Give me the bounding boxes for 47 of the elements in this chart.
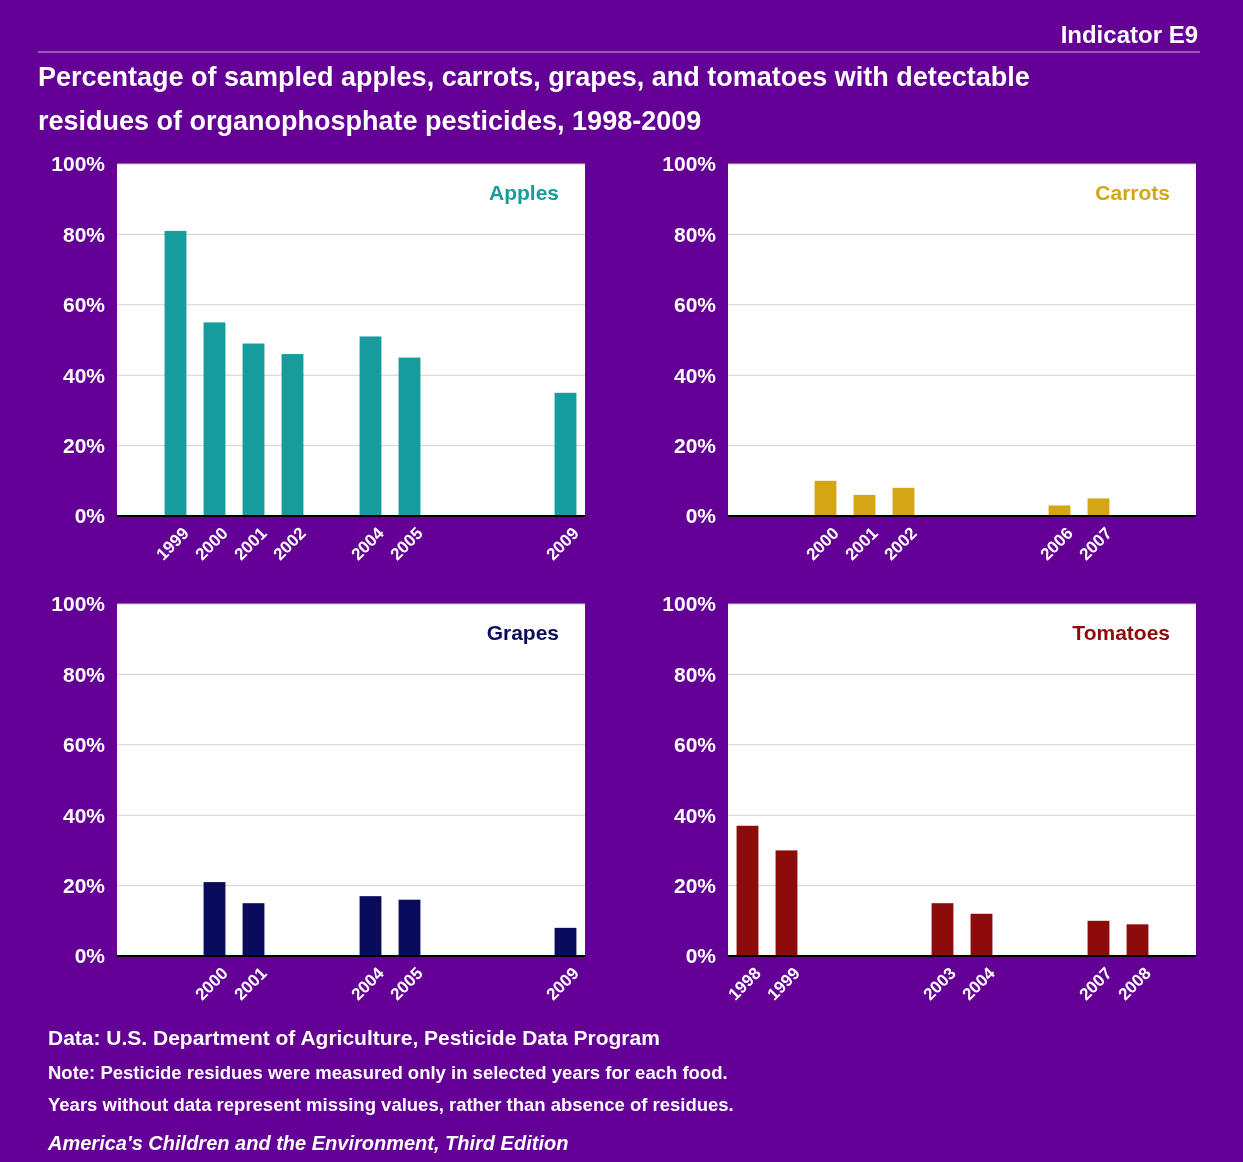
y-tick-label: 60% xyxy=(62,293,106,317)
y-tick-label: 20% xyxy=(673,873,717,897)
text: Indicator E9 xyxy=(1060,21,1198,48)
bar xyxy=(242,343,265,516)
y-tick-label: 80% xyxy=(673,662,717,686)
y-tick-label: 100% xyxy=(51,152,106,176)
bar xyxy=(203,322,226,516)
bar xyxy=(931,903,954,956)
y-tick-label: 40% xyxy=(673,363,717,387)
bar xyxy=(736,825,759,956)
y-tick-label: 0% xyxy=(685,944,717,968)
text: Note: Pesticide residues were measured only in selected years for each food. xyxy=(48,1062,728,1083)
bar xyxy=(281,354,304,516)
bar xyxy=(359,336,382,516)
text: Carrots xyxy=(1095,181,1170,204)
y-tick-label: 40% xyxy=(62,803,106,827)
y-tick-label: 20% xyxy=(62,873,106,897)
y-tick-label: 20% xyxy=(62,433,106,457)
y-tick-label: 40% xyxy=(673,803,717,827)
y-tick-label: 0% xyxy=(685,504,717,528)
text: Grapes xyxy=(486,621,559,644)
bar xyxy=(1126,924,1149,956)
y-tick-label: 0% xyxy=(74,504,106,528)
y-tick-label: 80% xyxy=(673,222,717,246)
y-tick-label: 60% xyxy=(62,733,106,757)
y-tick-label: 60% xyxy=(673,733,717,757)
text: Apples xyxy=(488,181,559,204)
chart-title: Percentage of sampled apples, carrots, grapes, and tomatoes with detectable residues of organophosphate pesticides, 1998-2009 xyxy=(38,62,1030,136)
bar xyxy=(775,850,798,956)
text: Years without data represent missing values, rather than absence of residues. xyxy=(48,1094,734,1115)
y-tick-label: 100% xyxy=(662,592,717,616)
bar xyxy=(1087,920,1110,956)
y-tick-label: 60% xyxy=(673,293,717,317)
text: America's Children and the Environment, Third Edition xyxy=(47,1132,569,1154)
bar xyxy=(164,230,187,516)
y-tick-label: 20% xyxy=(673,433,717,457)
y-tick-label: 100% xyxy=(51,592,106,616)
bar xyxy=(554,392,577,516)
y-tick-label: 40% xyxy=(62,363,106,387)
y-tick-label: 80% xyxy=(62,662,106,686)
text: Tomatoes xyxy=(1072,621,1170,644)
y-tick-label: 80% xyxy=(62,222,106,246)
y-tick-label: 100% xyxy=(662,152,717,176)
text: Data: U.S. Department of Agriculture, Pesticide Data Program xyxy=(48,1026,660,1049)
bar xyxy=(398,357,421,516)
y-tick-label: 0% xyxy=(74,944,106,968)
bar xyxy=(970,913,993,956)
